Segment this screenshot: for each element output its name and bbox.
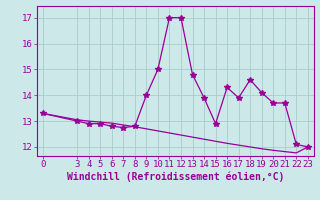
X-axis label: Windchill (Refroidissement éolien,°C): Windchill (Refroidissement éolien,°C) [67, 172, 284, 182]
